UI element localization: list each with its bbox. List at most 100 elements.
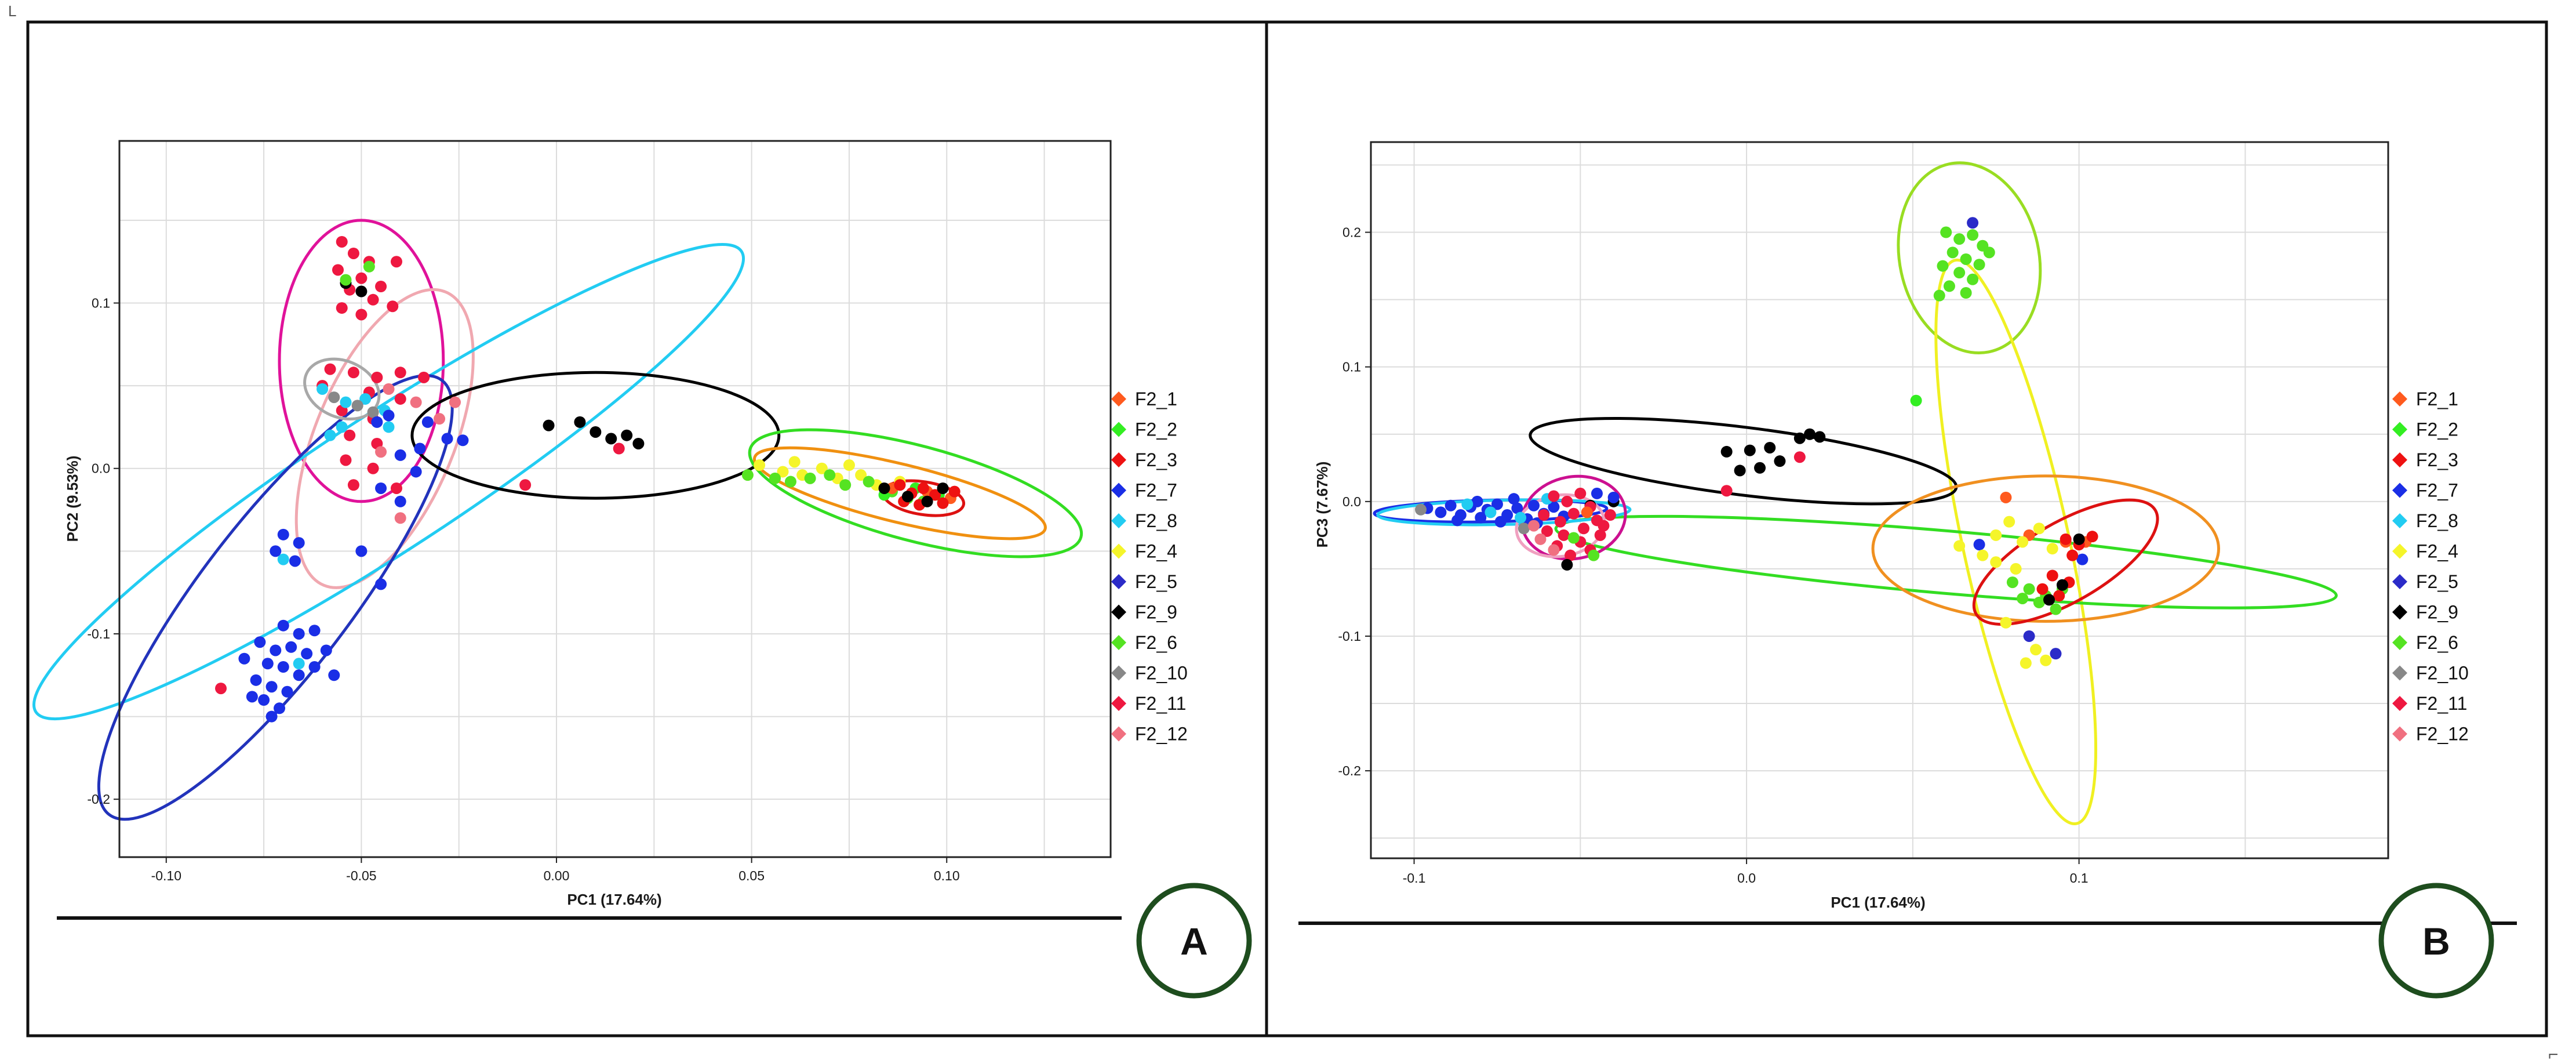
data-point-f2-7 <box>1511 502 1523 514</box>
data-point-f2-11 <box>1567 507 1580 520</box>
data-point-f2-11 <box>1564 549 1577 561</box>
data-point-f2-3 <box>894 479 906 491</box>
panel-a: -0.10 -0.05 0.00 0.05 0.10 -0.2 -0.1 0.0 0.1 PC… <box>32 140 1252 999</box>
legend-label-f2-8: F2_8 <box>1135 510 1177 531</box>
data-point-f2-11 <box>387 300 399 313</box>
data-point-f2-7 <box>410 466 422 478</box>
data-point-f2-9 <box>1734 465 1746 477</box>
data-point-f2-11 <box>347 247 359 259</box>
ellipse-f2-2 <box>1554 514 2338 609</box>
legend-label-f2-4: F2_4 <box>1135 541 1177 562</box>
legend-label-f2-10: F2_10 <box>2416 663 2469 684</box>
data-point-f2-8 <box>1485 506 1497 518</box>
data-point-f2-3 <box>2086 531 2098 543</box>
panel-a-label: A <box>1180 920 1208 963</box>
data-point-f2-7 <box>1471 495 1483 507</box>
data-point-f2-6 <box>1967 273 1979 285</box>
data-point-f2-7 <box>293 537 305 549</box>
data-point-f2-8 <box>293 658 305 670</box>
data-point-f2-7 <box>457 434 469 447</box>
data-point-f2-8 <box>277 553 289 565</box>
data-point-f2-9 <box>1720 445 1733 458</box>
legend-label-f2-11: F2_11 <box>2416 693 2467 714</box>
legend-label-f2-11: F2_11 <box>1135 693 1186 714</box>
data-point-f2-12 <box>394 512 406 524</box>
data-point-f2-11 <box>1561 495 1573 507</box>
panel-b-plot-border <box>1370 141 2389 859</box>
panel-a-plot-border <box>118 140 1112 858</box>
x-tick-label: 0.10 <box>934 868 960 883</box>
data-point-f2-7 <box>1475 511 1487 524</box>
legend-marker-f2-11 <box>2392 696 2407 711</box>
data-point-f2-4 <box>2033 523 2045 535</box>
data-point-f2-9 <box>1754 462 1766 474</box>
data-point-f2-8 <box>1461 498 1473 510</box>
data-point-f2-11 <box>394 367 406 379</box>
data-point-f2-6 <box>839 479 852 491</box>
data-point-f2-9 <box>632 437 645 449</box>
data-point-f2-6 <box>741 469 754 481</box>
data-point-f2-7 <box>394 495 406 507</box>
data-point-f2-7 <box>285 641 297 653</box>
data-point-f2-7 <box>261 658 274 670</box>
panel-b-frame <box>1265 20 2548 1037</box>
ellipse-f2-12 <box>294 288 475 589</box>
data-point-f2-12 <box>375 446 387 458</box>
panel-a-legend: F2_1 F2_2 F2_3 F2_7 F2_8 F2_4 F2_5 F2_9 F2_6 F2_1… <box>1111 389 1188 745</box>
data-point-f2-3 <box>2046 569 2058 582</box>
legend-label-f2-8: F2_8 <box>2416 510 2458 531</box>
data-point-f2-11 <box>344 429 356 441</box>
data-point-f2-6 <box>2006 576 2018 589</box>
data-point-f2-7 <box>1445 499 1457 511</box>
y-tick-label: -0.2 <box>87 792 110 807</box>
x-tick-label: 0.00 <box>544 868 570 883</box>
data-point-f2-6 <box>2017 592 2029 604</box>
data-point-f2-11 <box>355 272 368 284</box>
data-point-f2-4 <box>2020 657 2032 669</box>
data-point-f2-11 <box>367 293 379 306</box>
legend-marker-f2-2 <box>2392 422 2407 437</box>
panel-b-grid <box>1371 142 2388 858</box>
data-point-f2-9 <box>621 429 633 441</box>
data-point-f2-9 <box>921 495 933 507</box>
data-point-f2-10 <box>1415 503 1427 516</box>
data-point-f2-1 <box>1581 506 1593 518</box>
data-point-f2-5 <box>1967 217 1979 229</box>
data-point-f2-3 <box>948 485 960 498</box>
data-point-f2-7 <box>1973 539 1985 551</box>
data-point-f2-7 <box>308 625 321 637</box>
panel-a-y-axis-title: PC2 (9.53%) <box>64 456 81 542</box>
ellipse-f2-1 <box>1871 474 2220 623</box>
data-point-f2-7 <box>355 545 368 557</box>
y-tick-label: -0.1 <box>87 626 110 641</box>
legend-marker-f2-12 <box>2392 726 2407 742</box>
data-point-f2-2 <box>1910 394 1922 407</box>
data-point-f2-12 <box>1548 544 1560 556</box>
legend-marker-f2-10 <box>1111 665 1126 681</box>
data-point-f2-4 <box>2010 563 2022 575</box>
data-point-f2-9 <box>1774 455 1786 467</box>
data-point-f2-7 <box>1548 501 1560 513</box>
legend-label-f2-7: F2_7 <box>2416 480 2458 501</box>
data-point-f2-11 <box>1594 529 1606 541</box>
legend-marker-f2-6 <box>2392 635 2407 650</box>
data-point-f2-9 <box>2056 579 2068 591</box>
data-point-f2-5 <box>2023 630 2035 642</box>
data-point-f2-9 <box>1561 558 1573 571</box>
data-point-f2-11 <box>215 683 227 695</box>
data-point-f2-7 <box>289 555 301 567</box>
data-point-f2-11 <box>1554 516 1566 528</box>
data-point-f2-7 <box>1607 491 1620 503</box>
legend-label-f2-3: F2_3 <box>1135 449 1177 470</box>
legend-label-f2-7: F2_7 <box>1135 480 1177 501</box>
data-point-f2-9 <box>590 426 602 438</box>
data-point-f2-11 <box>1604 509 1616 521</box>
panel-a-x-ticks: -0.10 -0.05 0.00 0.05 0.10 <box>151 857 960 883</box>
legend-marker-f2-12 <box>1111 726 1126 742</box>
data-point-f2-10 <box>328 391 340 404</box>
ellipse-f2-10 <box>303 357 381 421</box>
data-point-f2-7 <box>328 669 340 681</box>
data-point-f2-3 <box>937 497 949 509</box>
